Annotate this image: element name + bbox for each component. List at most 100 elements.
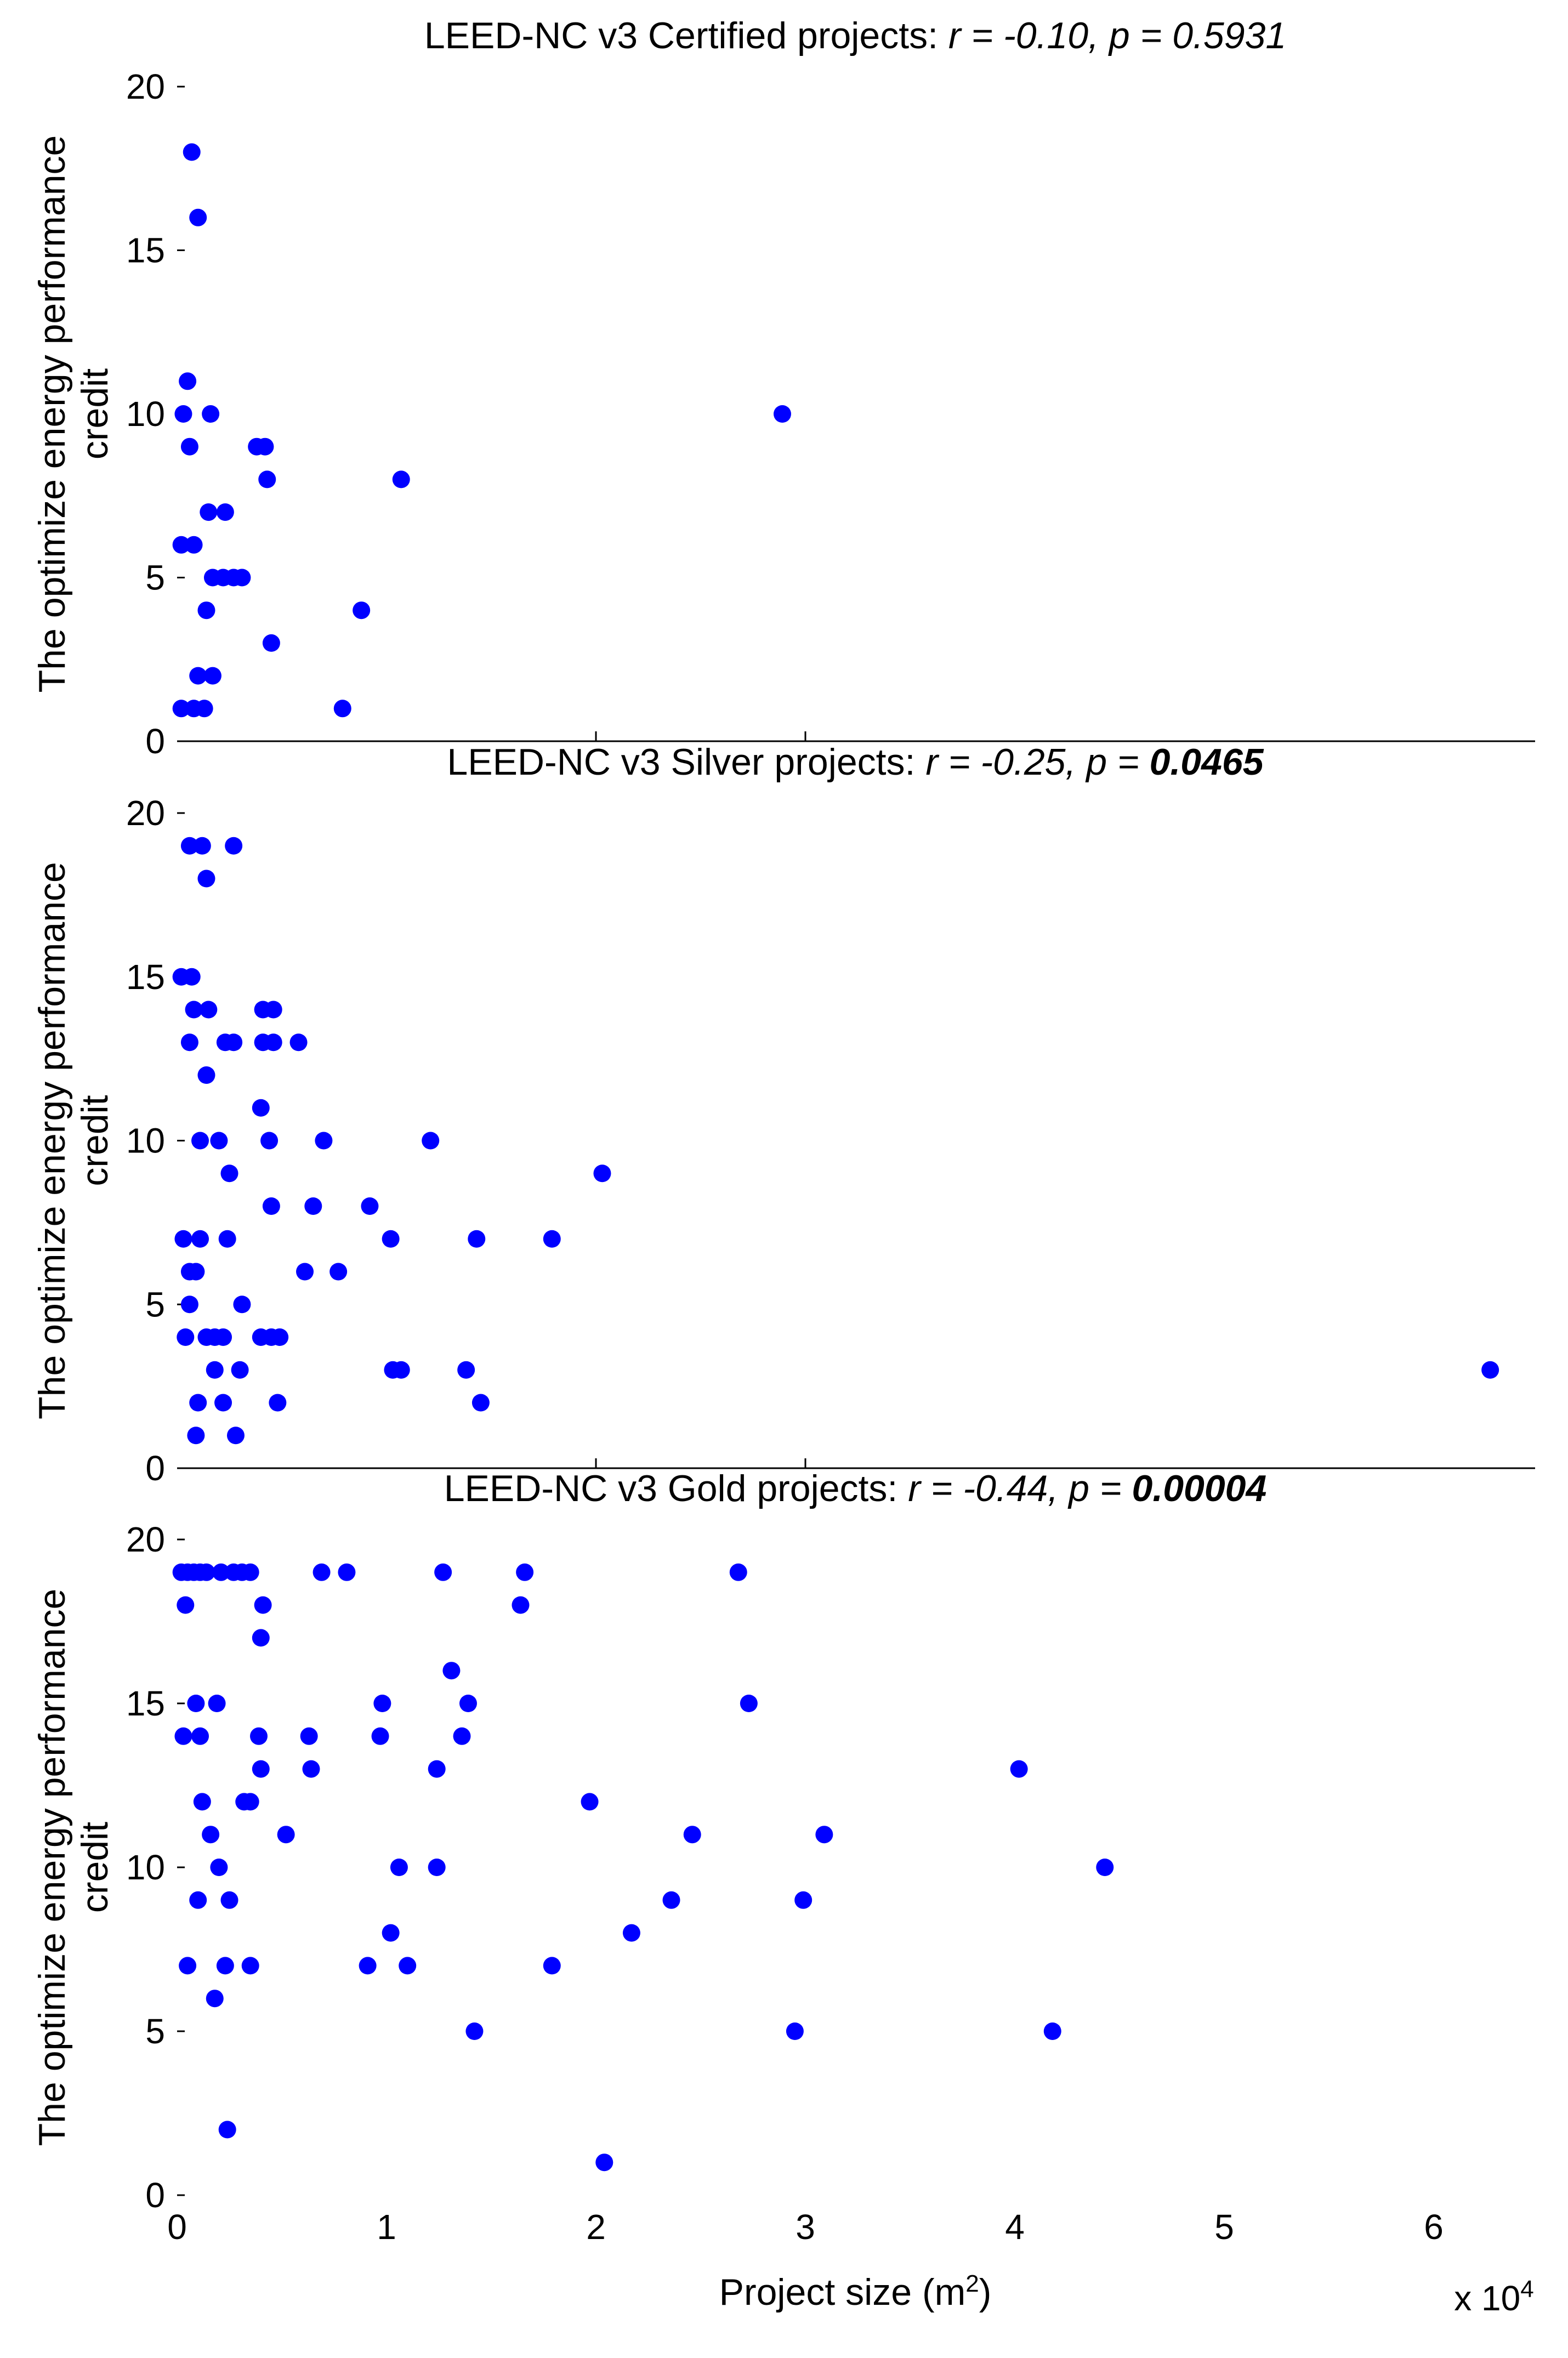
- title-separator: ,: [1088, 15, 1109, 56]
- y-axis-label-credit-silver: credit: [74, 1095, 116, 1186]
- data-point-gold: [218, 2121, 236, 2139]
- data-point-silver: [382, 1230, 400, 1248]
- title-r-stat: r = -0.10: [948, 15, 1088, 56]
- data-point-gold: [543, 1957, 561, 1975]
- y-tick-label: 0: [145, 1448, 165, 1488]
- data-point-certified: [258, 470, 276, 488]
- y-tick-label: 5: [145, 2012, 165, 2051]
- data-point-gold: [359, 1957, 377, 1975]
- data-point-gold: [399, 1957, 417, 1975]
- data-point-silver: [457, 1361, 475, 1379]
- y-tick-label: 20: [126, 793, 165, 833]
- data-point-gold: [252, 1629, 270, 1647]
- y-tick-label: 5: [145, 558, 165, 598]
- data-point-gold: [516, 1563, 534, 1581]
- title-prefix: LEED-NC v3 Certified projects:: [424, 15, 948, 56]
- data-point-silver: [191, 1132, 209, 1150]
- data-point-gold: [512, 1596, 530, 1614]
- data-point-certified: [179, 372, 197, 390]
- data-point-silver: [231, 1361, 249, 1379]
- data-point-certified: [233, 569, 251, 587]
- x-axis-label: Project size (m2): [719, 2270, 992, 2314]
- data-point-gold: [465, 2022, 484, 2040]
- title-p-value: 0.00004: [1132, 1468, 1266, 1509]
- data-point-gold: [390, 1859, 408, 1876]
- x-tick-label: 4: [1005, 2207, 1025, 2247]
- data-point-certified: [200, 503, 218, 521]
- data-point-gold: [191, 1727, 209, 1745]
- data-point-gold: [428, 1760, 446, 1778]
- y-axis-label-gold: The optimize energy performance: [31, 1589, 73, 2146]
- data-point-gold: [216, 1957, 234, 1975]
- data-point-certified: [172, 536, 190, 554]
- x-tick-label: 3: [796, 2207, 815, 2247]
- data-point-silver: [1481, 1361, 1499, 1379]
- data-point-silver: [220, 1164, 238, 1183]
- y-tick-label: 10: [126, 394, 165, 434]
- data-point-certified: [333, 700, 351, 718]
- data-point-certified: [216, 503, 234, 521]
- data-point-gold: [197, 1563, 215, 1581]
- title-r-stat: r = -0.25: [925, 741, 1065, 783]
- title-p-label: p =: [1108, 15, 1172, 56]
- data-point-silver: [218, 1230, 236, 1248]
- data-point-silver: [260, 1132, 279, 1150]
- data-point-silver: [174, 1230, 192, 1248]
- data-point-gold: [453, 1727, 471, 1745]
- data-point-silver: [187, 1263, 205, 1281]
- chart-title-silver: LEED-NC v3 Silver projects: r = -0.25, p…: [447, 741, 1264, 783]
- data-point-gold: [428, 1859, 446, 1876]
- data-point-gold: [174, 1727, 192, 1745]
- data-point-silver: [304, 1197, 322, 1215]
- title-p-label: p =: [1067, 1468, 1132, 1509]
- data-point-gold: [220, 1891, 238, 1909]
- data-point-certified: [172, 700, 190, 718]
- data-point-gold: [189, 1891, 207, 1909]
- data-point-gold: [1043, 2022, 1061, 2040]
- y-tick-label: 10: [126, 1121, 165, 1161]
- data-point-gold: [729, 1563, 747, 1581]
- data-point-certified: [197, 601, 215, 620]
- y-tick-label: 15: [126, 1684, 165, 1723]
- data-point-silver: [191, 1230, 209, 1248]
- x-tick-label: 6: [1424, 2207, 1444, 2247]
- data-point-certified: [773, 405, 791, 423]
- data-point-gold: [662, 1891, 680, 1909]
- data-point-gold: [193, 1793, 211, 1811]
- data-point-gold: [459, 1695, 477, 1712]
- data-point-certified: [189, 208, 207, 226]
- data-point-gold: [622, 1924, 640, 1942]
- title-separator: ,: [1048, 1468, 1069, 1509]
- x-axis-label-close: ): [979, 2271, 992, 2313]
- data-point-silver: [289, 1033, 308, 1052]
- data-point-silver: [262, 1197, 280, 1215]
- chart-title-gold: LEED-NC v3 Gold projects: r = -0.44, p =…: [444, 1468, 1267, 1509]
- data-point-silver: [180, 837, 198, 855]
- data-point-gold: [254, 1596, 272, 1614]
- data-point-silver: [315, 1132, 333, 1150]
- data-point-silver: [226, 1427, 245, 1445]
- y-tick-label: 20: [126, 67, 165, 106]
- data-point-gold: [277, 1826, 295, 1844]
- data-point-silver: [189, 1394, 207, 1412]
- data-point-gold: [202, 1826, 220, 1844]
- data-point-gold: [595, 2154, 613, 2172]
- data-point-gold: [241, 1563, 259, 1581]
- title-r-stat: r = -0.44: [908, 1468, 1048, 1509]
- data-point-silver: [185, 1001, 203, 1019]
- data-point-silver: [210, 1132, 228, 1150]
- y-tick-label: 5: [145, 1285, 165, 1324]
- multiplier-base: x 10: [1454, 2279, 1520, 2318]
- data-point-gold: [373, 1695, 391, 1712]
- data-point-gold: [786, 2022, 804, 2040]
- data-point-gold: [241, 1793, 259, 1811]
- data-point-certified: [189, 667, 207, 685]
- y-tick-label: 0: [145, 2175, 165, 2215]
- y-tick-label: 15: [126, 231, 165, 270]
- data-point-certified: [174, 405, 192, 423]
- y-tick-label: 10: [126, 1848, 165, 1887]
- data-point-silver: [197, 1066, 215, 1084]
- data-point-gold: [252, 1760, 270, 1778]
- title-p-value: 0.5931: [1172, 15, 1286, 56]
